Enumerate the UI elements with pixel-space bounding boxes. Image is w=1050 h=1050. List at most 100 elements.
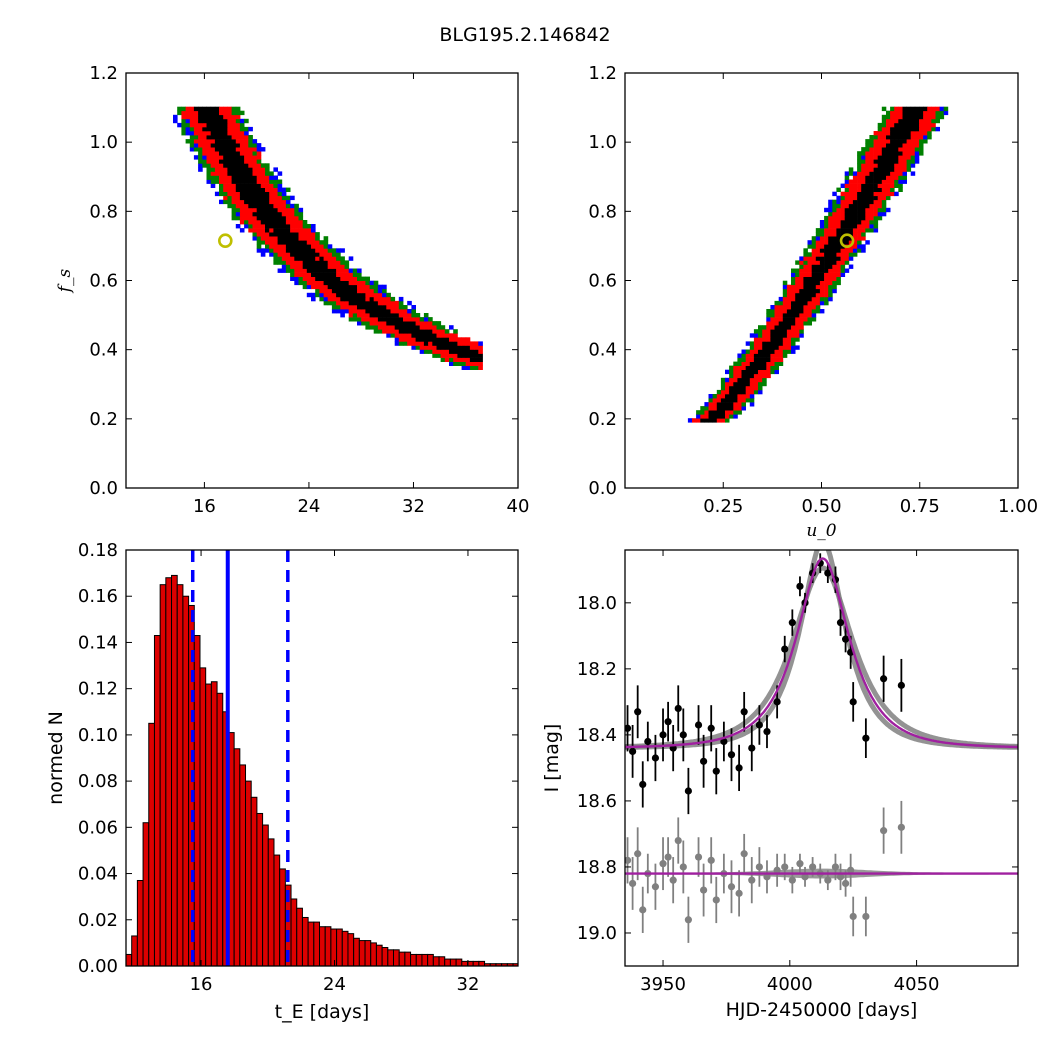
heatmap-cell (910, 151, 916, 156)
heatmap-cell (753, 333, 759, 338)
heatmap-cell (415, 325, 421, 330)
heatmap-cell (465, 361, 471, 366)
heatmap-cell (344, 272, 350, 277)
heatmap-cell (440, 329, 446, 334)
heatmap-cell (411, 305, 416, 310)
heatmap-cell (239, 159, 245, 164)
heatmap-cell (762, 341, 767, 346)
heatmap-cell (824, 292, 829, 298)
x-tick-label: 4050 (894, 974, 940, 995)
heatmap-cell (774, 300, 779, 306)
heatmap-cell (352, 300, 358, 306)
heatmap-cell (365, 317, 370, 322)
heatmap-cell (206, 147, 212, 152)
heatmap-cell (193, 106, 199, 112)
heatmap-cell (832, 215, 837, 221)
heatmap-cell (269, 224, 274, 229)
heatmap-cell (778, 313, 784, 318)
heatmap-cell (423, 337, 429, 342)
heatmap-cell (239, 131, 245, 136)
heatmap-cell (290, 244, 295, 249)
heatmap-cell (791, 345, 796, 350)
heatmap-cell (193, 139, 199, 144)
heatmap-cell (206, 175, 212, 180)
heatmap-cell (265, 244, 270, 249)
heatmap-cell (327, 292, 333, 298)
heatmap-cell (828, 256, 833, 261)
heatmap-cell (277, 179, 283, 184)
heatmap-cell (857, 179, 862, 184)
heatmap-cell (273, 248, 278, 253)
data-point (788, 619, 796, 627)
heatmap-cell (865, 143, 870, 148)
heatmap-cell (914, 147, 920, 152)
histogram-bar (216, 692, 224, 967)
heatmap-cell (770, 369, 775, 375)
heatmap-cell (865, 155, 870, 160)
heatmap-cell (244, 220, 249, 225)
heatmap-cell (239, 220, 245, 225)
heatmap-cell (281, 211, 287, 217)
heatmap-cell (327, 284, 333, 290)
heatmap-cell (340, 268, 345, 273)
heatmap-cell (252, 232, 258, 237)
histogram-bar (256, 812, 264, 967)
heatmap-cell (799, 292, 804, 298)
histogram-bar (176, 584, 184, 967)
heatmap-cell (791, 309, 796, 314)
heatmap-cell (252, 143, 258, 148)
heatmap-cell (803, 248, 808, 253)
heatmap-cell (836, 207, 841, 213)
residual-point (684, 916, 692, 924)
heatmap-cell (302, 220, 308, 225)
heatmap-cell (803, 280, 808, 286)
heatmap-cell (336, 309, 341, 314)
heatmap-cell (791, 349, 796, 354)
heatmap-cell (824, 240, 829, 245)
heatmap-cell (415, 317, 421, 322)
heatmap-cell (799, 272, 804, 277)
heatmap-cell (235, 110, 241, 116)
heatmap-cell (185, 122, 191, 128)
heatmap-cell (198, 131, 203, 136)
heatmap-cell (256, 179, 262, 184)
heatmap-cell (894, 167, 899, 172)
heatmap-cell (386, 313, 391, 318)
histogram-bar (136, 879, 144, 967)
heatmap-cell (774, 365, 779, 370)
heatmap-cell (469, 341, 475, 346)
heatmap-cell (873, 228, 879, 233)
heatmap-cell (778, 317, 784, 322)
heatmap-cell (449, 357, 454, 362)
heatmap-cell (227, 110, 232, 116)
heatmap-cell (256, 159, 262, 164)
heatmap-cell (745, 357, 751, 362)
heatmap-cell (373, 292, 379, 298)
histogram-bar (449, 958, 457, 967)
heatmap-cell (415, 341, 421, 346)
data-point (727, 751, 736, 759)
heatmap-cell (902, 110, 907, 116)
heatmap-cell (181, 126, 186, 132)
heatmap-cell (811, 252, 817, 257)
heatmap-cell (762, 349, 767, 354)
heatmap-cell (210, 114, 216, 120)
heatmap-cell (848, 171, 854, 176)
heatmap-cell (277, 268, 283, 273)
heatmap-cell (811, 236, 817, 241)
heatmap-cell (440, 337, 446, 342)
heatmap-cell (733, 410, 738, 415)
heatmap-cell (778, 349, 784, 354)
heatmap-cell (741, 394, 746, 399)
heatmap-cell (758, 345, 763, 350)
heatmap-cell (365, 280, 370, 286)
heatmap-cell (890, 151, 895, 156)
heatmap-cell (298, 224, 304, 229)
heatmap-cell (377, 296, 383, 302)
heatmap-cell (256, 167, 262, 172)
heatmap-cell (231, 159, 237, 164)
heatmap-cell (189, 106, 195, 112)
heatmap-cell (873, 195, 879, 201)
heatmap-cell (906, 159, 912, 164)
heatmap-cell (700, 414, 705, 419)
